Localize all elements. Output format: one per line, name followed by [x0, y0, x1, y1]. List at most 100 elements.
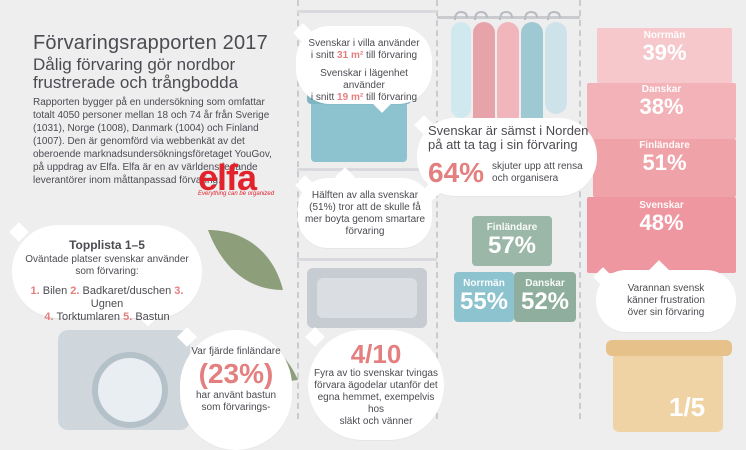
- box-finlandare: [472, 216, 552, 266]
- page-subtitle: Dålig förvaring gör nordbor frustrerade …: [33, 56, 293, 92]
- stack-label-4: Svenskar 48%: [587, 200, 736, 235]
- samst-title-2: på att ta tag i sin förvaring: [428, 137, 578, 152]
- villa-lagenhet-bubble: [296, 26, 432, 104]
- tvingas-text-1: Fyra av tio svenskar tvingas: [314, 368, 438, 379]
- villa-line-2: i snitt 31 m² till förvaring: [302, 50, 426, 62]
- stack-box-2: [587, 83, 736, 139]
- frustration-line-1: Varannan svensk: [627, 283, 705, 294]
- bottom-right-value: 1/5: [669, 392, 706, 422]
- page-title: Förvaringsrapporten 2017: [33, 32, 268, 54]
- box-norrman: [454, 272, 514, 322]
- elfa-logo-wordmark: elfa: [198, 157, 257, 198]
- elfa-logo: elfa Everything can be organized: [198, 160, 278, 200]
- sauna-content: Var fjärde finländare (23%) har använt b…: [186, 346, 286, 414]
- stack-value-2: 38%: [639, 94, 684, 119]
- topplista-item-1: Bilen: [42, 285, 68, 297]
- lgh-prefix: i snitt: [310, 92, 338, 103]
- stack-value-4: 48%: [639, 210, 684, 235]
- topplista-item-2-num: 2.: [70, 285, 80, 297]
- halften-bubble: [298, 178, 432, 248]
- box-danskar-label: Danskar 52%: [514, 278, 576, 315]
- stack-value-1: 39%: [642, 40, 687, 65]
- villa-prefix: i snitt: [310, 50, 338, 61]
- box-finlandare-label: Finländare 57%: [472, 222, 552, 259]
- lgh-suffix: till förvaring: [363, 92, 418, 103]
- tvingas-text-2: förvara ägodelar utanför det: [314, 380, 438, 391]
- villa-lagenhet-content: Svenskar i villa använder i snitt 31 m² …: [302, 38, 426, 104]
- topplista-item-4: Torktumlaren: [56, 311, 121, 323]
- lgh-line-1: Svenskar i lägenhet använder: [320, 68, 408, 91]
- topplista-intro: Oväntade platser svenskar använder som f…: [25, 254, 189, 277]
- box-norrman-value: 55%: [459, 288, 509, 315]
- frustration-line-3: över sin förvaring: [627, 307, 705, 318]
- halften-text: Hälften av alla svenskar (51%) tror att …: [304, 190, 426, 237]
- subtitle-line-2: frustrerade och trångbodda: [33, 73, 239, 92]
- frustration-bubble: [596, 270, 736, 332]
- subtitle-line-1: Dålig förvaring gör nordbor: [33, 55, 236, 74]
- box-norrman-name: Norrmän: [463, 278, 505, 289]
- box-finlandare-name: Finländare: [486, 222, 538, 233]
- topplista-title: Topplista 1–5: [69, 238, 145, 252]
- samst-content: Svenskar är sämst i Norden på att ta tag…: [428, 124, 592, 188]
- stack-name-3: Finländare: [639, 140, 690, 151]
- shelf-bottom: [297, 258, 437, 261]
- topplista-item-5: Bastun: [135, 311, 170, 323]
- lgh-line-2: i snitt 19 m² till förvaring: [302, 92, 426, 104]
- tvingas-content: 4/10 Fyra av tio svenskar tvingas förvar…: [314, 340, 438, 428]
- elfa-logo-tagline: Everything can be organized: [198, 191, 275, 197]
- topplista-list: 1. Bilen 2. Badkaret/duschen 3. Ugnen 4.…: [18, 285, 196, 324]
- box-danskar: [514, 272, 576, 322]
- laundry-basket-detail: [317, 278, 417, 318]
- sauna-tail-1: har använt bastun: [195, 390, 277, 401]
- lgh-value: 19 m²: [337, 92, 364, 103]
- stack-name-2: Danskar: [641, 84, 682, 95]
- stack-label-2: Danskar 38%: [587, 84, 736, 119]
- villa-line-1: Svenskar i villa använder: [308, 38, 420, 49]
- stack-label-1: Norrmän 39%: [597, 30, 732, 65]
- frustration-line-2: känner frustration: [627, 295, 705, 306]
- washing-machine-door: [92, 352, 168, 428]
- sauna-value: (23%): [198, 358, 274, 389]
- topplista-item-2: Badkaret/duschen: [82, 285, 172, 297]
- topplista-bubble: [12, 225, 202, 318]
- villa-suffix: till förvaring: [363, 50, 418, 61]
- topplista-item-3: Ugnen: [90, 298, 124, 310]
- samst-bubble: [417, 118, 597, 196]
- topplista-item-5-num: 5.: [123, 311, 133, 323]
- samst-text: skjuter upp att rensa och organisera: [492, 161, 583, 184]
- stack-box-4: [587, 197, 736, 273]
- samst-row: 64% skjuter upp att rensa och organisera: [428, 158, 592, 188]
- tvingas-value: 4/10: [350, 339, 402, 369]
- stack-value-3: 51%: [642, 150, 687, 175]
- storage-bin-icon: [311, 98, 407, 162]
- hanger-rail: [437, 16, 580, 19]
- bottom-box: [613, 352, 723, 432]
- samst-title-1: Svenskar är sämst i Norden: [428, 123, 589, 138]
- shelf-divider-right: [436, 0, 438, 419]
- intro-text: Rapporten bygger på en undersökning som …: [33, 97, 272, 186]
- bottom-box-flap: [606, 340, 732, 356]
- pink-stack: [587, 28, 736, 273]
- hanger-icon: [445, 10, 575, 135]
- stack-name-1: Norrmän: [643, 30, 686, 41]
- shelf-top: [297, 10, 437, 13]
- sauna-tail-2: som förvarings-: [201, 402, 271, 413]
- topplista-item-4-num: 4.: [44, 311, 54, 323]
- tvingas-text-4: släkt och vänner: [339, 416, 413, 427]
- stack-box-1: [597, 28, 732, 83]
- shelf-middle: [297, 168, 437, 171]
- box-finlandare-value: 57%: [487, 232, 537, 259]
- samst-value: 64%: [428, 157, 485, 188]
- box-norrman-label: Norrmän 55%: [454, 278, 514, 315]
- box-danskar-value: 52%: [520, 288, 570, 315]
- topplista-content: Topplista 1–5 Oväntade platser svenskar …: [18, 238, 196, 324]
- stack-name-4: Svenskar: [639, 200, 684, 211]
- stack-box-3: [593, 139, 736, 197]
- stack-label-3: Finländare 51%: [593, 140, 736, 175]
- tvingas-text-3: egna hemmet, exempelvis hos: [317, 392, 435, 415]
- villa-value: 31 m²: [337, 50, 364, 61]
- shelf-divider-far-right: [579, 0, 581, 419]
- box-danskar-name: Danskar: [525, 278, 565, 289]
- topplista-item-1-num: 1.: [30, 285, 40, 297]
- frustration-text: Varannan svensk känner frustration över …: [602, 283, 730, 319]
